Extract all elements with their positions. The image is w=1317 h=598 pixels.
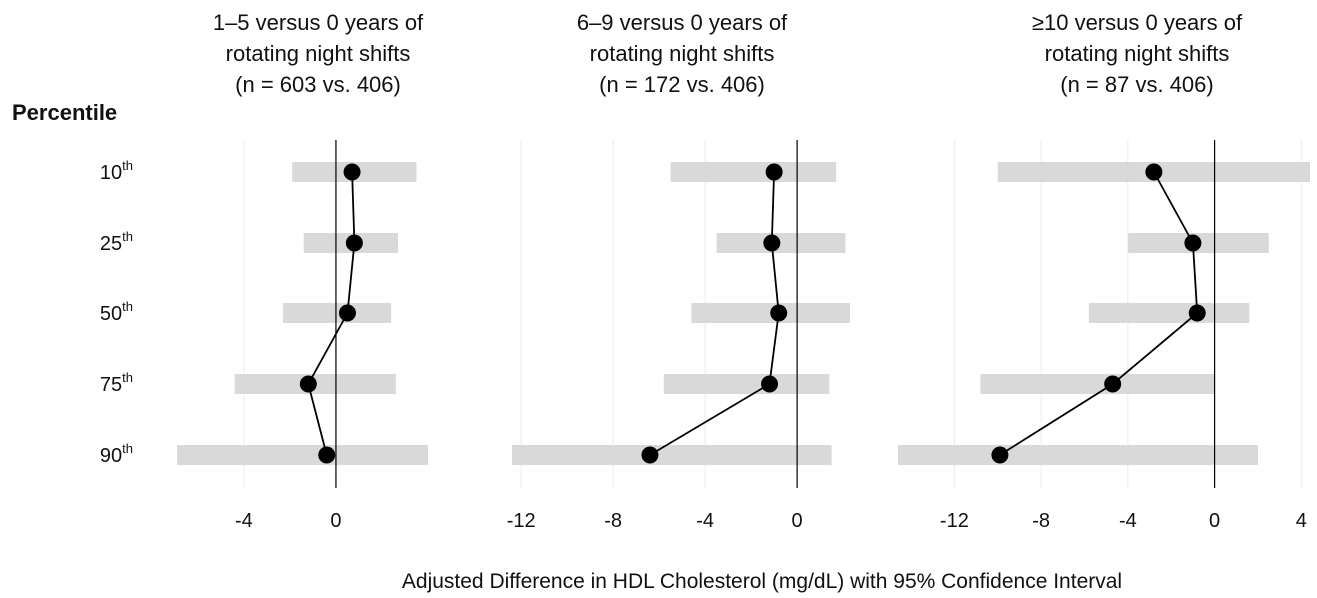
ci-bar — [1088, 303, 1250, 323]
estimate-point — [343, 163, 361, 181]
row-label-90: 90th — [100, 441, 133, 467]
panel-title-line: ≥10 versus 0 years of — [1032, 10, 1243, 35]
y-axis-title: Percentile — [12, 100, 117, 125]
ci-bar — [512, 445, 832, 465]
estimate-point — [299, 375, 317, 393]
x-tick-label: -12 — [940, 510, 969, 532]
panel-title-line: rotating night shifts — [590, 41, 775, 66]
panel-title-line: 1–5 versus 0 years of — [213, 10, 424, 35]
x-tick-label: -8 — [604, 510, 622, 532]
panel-title-line: (n = 172 vs. 406) — [599, 72, 765, 97]
row-label-25: 25th — [100, 229, 133, 255]
x-tick-label: 0 — [330, 510, 341, 532]
x-tick-label: -4 — [696, 510, 714, 532]
panel-title-line: (n = 87 vs. 406) — [1060, 72, 1213, 97]
ci-bar — [980, 374, 1215, 394]
estimate-point — [641, 446, 659, 464]
x-tick-label: -12 — [507, 510, 536, 532]
panel-title-line: 6–9 versus 0 years of — [577, 10, 788, 35]
panel-title-line: rotating night shifts — [1045, 41, 1230, 66]
ci-bar — [898, 445, 1258, 465]
estimate-point — [345, 234, 363, 252]
x-tick-label: -4 — [1119, 510, 1137, 532]
x-tick-label: -4 — [235, 510, 253, 532]
panel-title-line: rotating night shifts — [226, 41, 411, 66]
x-tick-label: -8 — [1032, 510, 1050, 532]
estimate-point — [770, 304, 788, 322]
ci-bar — [663, 374, 830, 394]
estimate-point — [763, 234, 781, 252]
panel-3: ≥10 versus 0 years of rotating night shif… — [898, 10, 1310, 532]
x-axis-title: Adjusted Difference in HDL Cholesterol (… — [402, 570, 1122, 593]
estimate-point — [338, 304, 356, 322]
row-label-10: 10th — [100, 158, 133, 184]
ci-bar — [716, 233, 846, 253]
ci-bar — [177, 445, 428, 465]
estimate-point — [991, 446, 1009, 464]
estimate-point — [1188, 304, 1206, 322]
x-tick-label: 0 — [792, 510, 803, 532]
estimate-point — [765, 163, 783, 181]
row-label-75: 75th — [100, 370, 133, 396]
ci-bar — [283, 303, 392, 323]
estimate-point — [761, 375, 779, 393]
estimate-point — [1104, 375, 1122, 393]
x-tick-label: 4 — [1296, 510, 1307, 532]
row-label-50: 50th — [100, 299, 133, 325]
estimate-point — [1145, 163, 1163, 181]
panel-1: 1–5 versus 0 years of rotating night shif… — [177, 10, 428, 532]
row-labels: 10th 25th 50th 75th 90th — [100, 158, 133, 467]
estimate-point — [1184, 234, 1202, 252]
ci-bar — [670, 162, 837, 182]
x-tick-label: 0 — [1209, 510, 1220, 532]
panel-2: 6–9 versus 0 years of rotating night shif… — [507, 10, 850, 532]
panel-title-line: (n = 603 vs. 406) — [235, 72, 401, 97]
estimate-point — [318, 446, 336, 464]
